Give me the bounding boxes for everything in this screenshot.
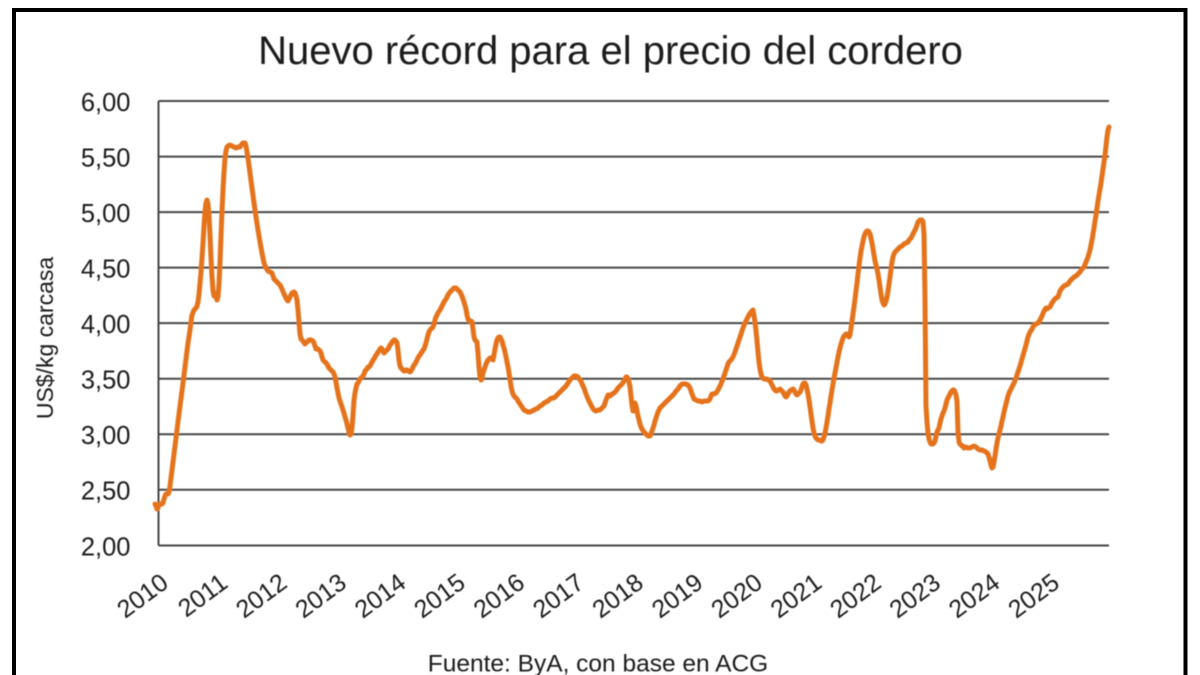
svg-text:3,00: 3,00 <box>81 422 131 450</box>
svg-text:5,00: 5,00 <box>81 200 131 228</box>
svg-text:Nuevo récord para el precio de: Nuevo récord para el precio del cordero <box>258 29 963 73</box>
svg-text:6,00: 6,00 <box>81 89 131 117</box>
svg-text:2,00: 2,00 <box>81 533 131 561</box>
svg-text:4,00: 4,00 <box>81 311 131 339</box>
svg-text:4,50: 4,50 <box>81 256 131 284</box>
svg-text:US$/kg carcasa: US$/kg carcasa <box>32 257 58 420</box>
svg-text:5,50: 5,50 <box>81 145 131 173</box>
svg-text:3,50: 3,50 <box>81 367 131 395</box>
svg-text:2,50: 2,50 <box>81 478 131 506</box>
svg-text:Fuente: ByA, con base en ACG: Fuente: ByA, con base en ACG <box>428 651 768 675</box>
